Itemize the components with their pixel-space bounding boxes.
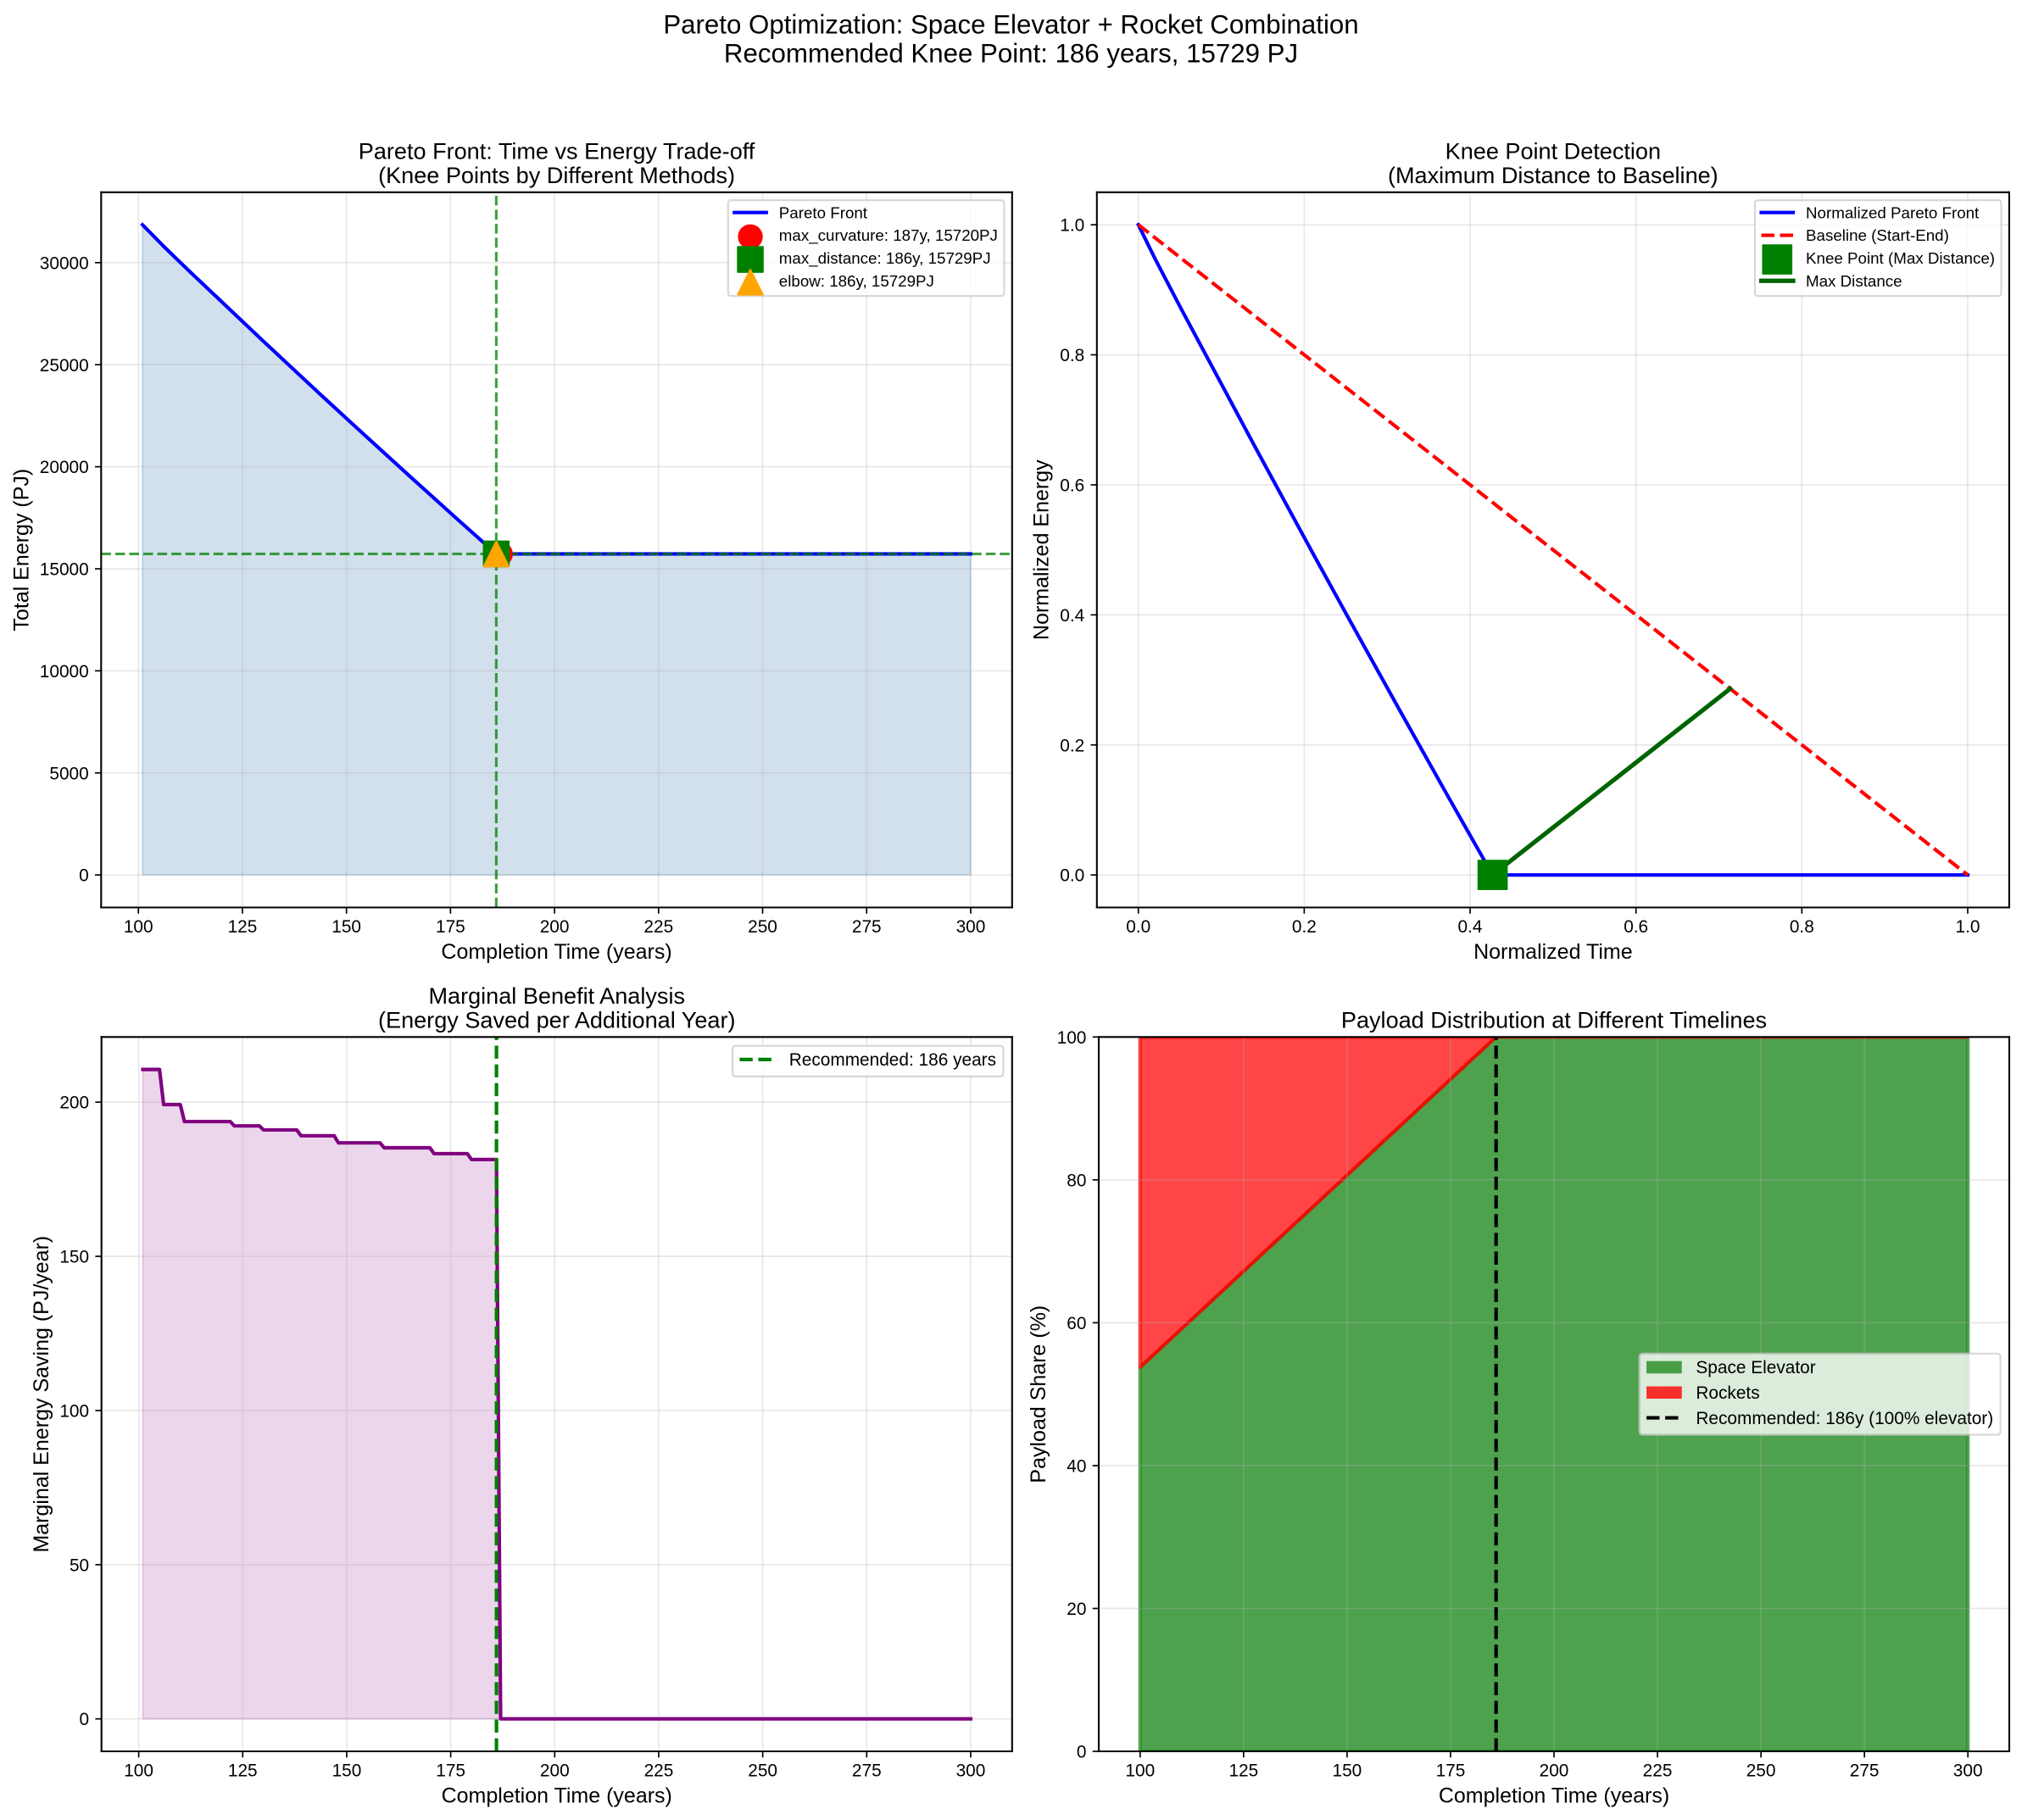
svg-text:20: 20 xyxy=(1067,1600,1086,1619)
svg-text:275: 275 xyxy=(852,1762,882,1781)
svg-text:Knee Point (Max Distance): Knee Point (Max Distance) xyxy=(1806,249,1995,267)
svg-text:150: 150 xyxy=(1333,1762,1362,1781)
svg-text:200: 200 xyxy=(59,1094,89,1113)
svg-text:Completion Time (years): Completion Time (years) xyxy=(442,1784,672,1807)
svg-text:150: 150 xyxy=(59,1248,89,1267)
svg-text:150: 150 xyxy=(332,1762,362,1781)
svg-text:Recommended: 186 years: Recommended: 186 years xyxy=(789,1050,996,1070)
svg-text:Recommended Knee Point: 186 ye: Recommended Knee Point: 186 years, 15729… xyxy=(724,38,1298,68)
svg-text:300: 300 xyxy=(956,917,986,937)
svg-text:15000: 15000 xyxy=(40,560,89,580)
svg-text:100: 100 xyxy=(1125,1762,1155,1781)
svg-text:250: 250 xyxy=(748,1762,777,1781)
svg-text:Payload Share (%): Payload Share (%) xyxy=(1027,1305,1050,1483)
svg-text:200: 200 xyxy=(540,917,570,937)
svg-text:175: 175 xyxy=(1436,1762,1466,1781)
svg-text:60: 60 xyxy=(1067,1314,1086,1333)
svg-text:0.0: 0.0 xyxy=(1126,917,1150,937)
svg-text:0.2: 0.2 xyxy=(1060,736,1084,755)
svg-text:0.4: 0.4 xyxy=(1458,917,1483,937)
svg-text:0.8: 0.8 xyxy=(1060,346,1084,365)
svg-text:100: 100 xyxy=(124,917,153,937)
svg-text:25000: 25000 xyxy=(40,356,89,376)
svg-text:0.0: 0.0 xyxy=(1060,866,1084,886)
svg-text:40: 40 xyxy=(1067,1456,1086,1476)
svg-text:150: 150 xyxy=(331,917,361,937)
svg-text:Recommended: 186y (100% elevat: Recommended: 186y (100% elevator) xyxy=(1696,1409,1993,1428)
svg-text:Normalized Time: Normalized Time xyxy=(1473,940,1633,964)
svg-text:175: 175 xyxy=(436,917,465,937)
svg-text:(Knee Points by Different Meth: (Knee Points by Different Methods) xyxy=(378,162,735,188)
svg-text:Normalized Energy: Normalized Energy xyxy=(1030,459,1054,640)
svg-text:Marginal Benefit Analysis: Marginal Benefit Analysis xyxy=(428,982,685,1009)
svg-text:225: 225 xyxy=(644,1762,674,1781)
svg-text:275: 275 xyxy=(1850,1762,1880,1781)
svg-text:100: 100 xyxy=(1057,1028,1087,1048)
svg-text:175: 175 xyxy=(436,1762,465,1781)
svg-text:Max Distance: Max Distance xyxy=(1806,272,1902,290)
svg-text:20000: 20000 xyxy=(40,458,89,477)
svg-text:(Energy Saved per Additional Y: (Energy Saved per Additional Year) xyxy=(378,1007,735,1033)
svg-text:Baseline (Start-End): Baseline (Start-End) xyxy=(1806,226,1949,244)
svg-text:(Maximum Distance to Baseline): (Maximum Distance to Baseline) xyxy=(1388,162,1718,188)
svg-text:0: 0 xyxy=(79,866,89,886)
svg-text:225: 225 xyxy=(1643,1762,1673,1781)
svg-text:50: 50 xyxy=(70,1556,89,1575)
svg-text:Completion Time (years): Completion Time (years) xyxy=(441,940,671,964)
svg-text:300: 300 xyxy=(956,1762,986,1781)
svg-text:200: 200 xyxy=(540,1762,570,1781)
svg-text:250: 250 xyxy=(1746,1762,1776,1781)
svg-text:Space Elevator: Space Elevator xyxy=(1696,1358,1815,1378)
svg-text:Pareto Optimization: Space Ele: Pareto Optimization: Space Elevator + Ro… xyxy=(663,10,1358,40)
svg-text:225: 225 xyxy=(643,917,673,937)
svg-text:30000: 30000 xyxy=(40,253,89,273)
svg-text:0.6: 0.6 xyxy=(1624,917,1648,937)
svg-text:100: 100 xyxy=(124,1762,153,1781)
svg-text:125: 125 xyxy=(228,917,258,937)
svg-text:275: 275 xyxy=(852,917,882,937)
svg-text:Pareto Front: Pareto Front xyxy=(779,203,868,221)
svg-text:Normalized Pareto Front: Normalized Pareto Front xyxy=(1806,203,1980,221)
svg-text:max_distance: 186y, 15729PJ: max_distance: 186y, 15729PJ xyxy=(779,249,991,268)
svg-text:Completion Time (years): Completion Time (years) xyxy=(1439,1784,1669,1807)
svg-text:Knee Point Detection: Knee Point Detection xyxy=(1445,137,1661,164)
svg-text:Marginal Energy Saving (PJ/yea: Marginal Energy Saving (PJ/year) xyxy=(30,1236,53,1553)
svg-text:elbow: 186y, 15729PJ: elbow: 186y, 15729PJ xyxy=(779,272,934,290)
svg-text:0: 0 xyxy=(80,1710,90,1729)
svg-text:1.0: 1.0 xyxy=(1060,216,1084,236)
svg-text:Total Energy (PJ): Total Energy (PJ) xyxy=(9,469,33,632)
svg-text:125: 125 xyxy=(1228,1762,1258,1781)
svg-text:Payload Distribution at Differ: Payload Distribution at Different Timeli… xyxy=(1341,1007,1767,1033)
svg-text:250: 250 xyxy=(748,917,777,937)
svg-text:200: 200 xyxy=(1540,1762,1569,1781)
svg-text:0.8: 0.8 xyxy=(1790,917,1814,937)
svg-text:max_curvature: 187y, 15720PJ: max_curvature: 187y, 15720PJ xyxy=(779,226,998,245)
svg-text:0.4: 0.4 xyxy=(1060,606,1084,626)
svg-text:0: 0 xyxy=(1077,1743,1087,1762)
svg-text:Pareto Front: Time vs Energy T: Pareto Front: Time vs Energy Trade-off xyxy=(359,137,755,164)
svg-text:100: 100 xyxy=(59,1401,89,1421)
svg-text:80: 80 xyxy=(1067,1171,1086,1190)
svg-text:Rockets: Rockets xyxy=(1696,1383,1759,1403)
svg-text:5000: 5000 xyxy=(49,764,88,783)
svg-text:0.6: 0.6 xyxy=(1060,476,1084,495)
svg-text:300: 300 xyxy=(1953,1762,1983,1781)
svg-text:125: 125 xyxy=(228,1762,258,1781)
svg-text:10000: 10000 xyxy=(40,662,89,682)
svg-text:0.2: 0.2 xyxy=(1292,917,1317,937)
svg-text:1.0: 1.0 xyxy=(1956,917,1980,937)
